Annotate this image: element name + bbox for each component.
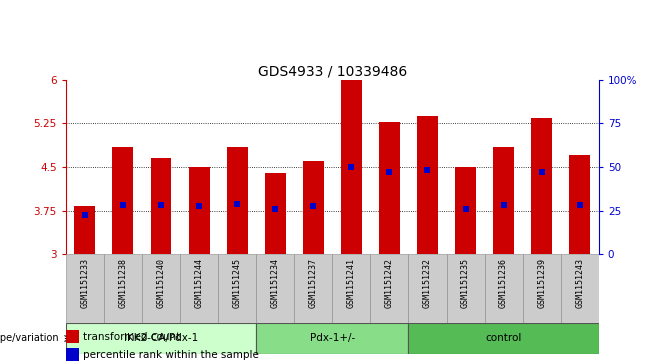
Bar <box>409 323 599 354</box>
Bar <box>569 155 590 254</box>
Text: control: control <box>486 334 522 343</box>
Text: genotype/variation: genotype/variation <box>0 334 59 343</box>
Text: GSM1151240: GSM1151240 <box>157 258 165 307</box>
Bar <box>66 330 79 343</box>
Text: GSM1151238: GSM1151238 <box>118 258 128 307</box>
Bar <box>66 323 256 354</box>
Text: GSM1151236: GSM1151236 <box>499 258 508 307</box>
Point <box>80 212 90 217</box>
Point <box>156 202 166 208</box>
Text: GSM1151245: GSM1151245 <box>233 258 241 307</box>
Text: GSM1151243: GSM1151243 <box>575 258 584 307</box>
Bar <box>341 80 362 254</box>
Bar <box>66 348 79 361</box>
Point <box>536 169 547 175</box>
Text: GSM1151235: GSM1151235 <box>461 258 470 307</box>
Text: GSM1151244: GSM1151244 <box>195 258 203 307</box>
Bar <box>256 323 409 354</box>
Bar <box>332 254 370 323</box>
Point <box>232 201 242 207</box>
Bar <box>379 122 400 254</box>
Point <box>422 167 433 173</box>
Text: GSM1151233: GSM1151233 <box>80 258 89 307</box>
Text: percentile rank within the sample: percentile rank within the sample <box>83 350 259 360</box>
Bar <box>180 254 218 323</box>
Point <box>460 206 470 212</box>
Bar <box>151 158 172 254</box>
Bar <box>493 147 514 254</box>
Text: transformed count: transformed count <box>83 332 180 342</box>
Bar <box>218 254 256 323</box>
Text: GSM1151239: GSM1151239 <box>537 258 546 307</box>
Title: GDS4933 / 10339486: GDS4933 / 10339486 <box>258 65 407 79</box>
Point <box>308 203 318 209</box>
Bar <box>522 254 561 323</box>
Bar <box>113 147 134 254</box>
Point <box>574 202 585 208</box>
Point <box>194 204 205 209</box>
Bar <box>561 254 599 323</box>
Text: GSM1151242: GSM1151242 <box>385 258 394 307</box>
Bar <box>104 254 142 323</box>
Bar <box>66 254 104 323</box>
Bar <box>531 118 552 254</box>
Bar <box>265 173 286 254</box>
Bar <box>417 116 438 254</box>
Bar <box>484 254 522 323</box>
Bar <box>74 206 95 254</box>
Bar <box>256 254 294 323</box>
Point <box>384 169 395 175</box>
Bar <box>370 254 409 323</box>
Text: GSM1151234: GSM1151234 <box>270 258 280 307</box>
Bar <box>294 254 332 323</box>
Point <box>346 164 357 170</box>
Bar <box>409 254 447 323</box>
Bar <box>447 254 484 323</box>
Bar <box>303 161 324 254</box>
Bar <box>455 167 476 254</box>
Text: GSM1151232: GSM1151232 <box>423 258 432 307</box>
Bar <box>142 254 180 323</box>
Bar <box>189 167 209 254</box>
Text: GSM1151241: GSM1151241 <box>347 258 356 307</box>
Text: GSM1151237: GSM1151237 <box>309 258 318 307</box>
Text: Pdx-1+/-: Pdx-1+/- <box>310 334 355 343</box>
Point <box>118 202 128 208</box>
Text: IKK2-CA/Pdx-1: IKK2-CA/Pdx-1 <box>124 334 198 343</box>
Point <box>498 203 509 208</box>
Bar <box>226 147 247 254</box>
Point <box>270 206 280 212</box>
